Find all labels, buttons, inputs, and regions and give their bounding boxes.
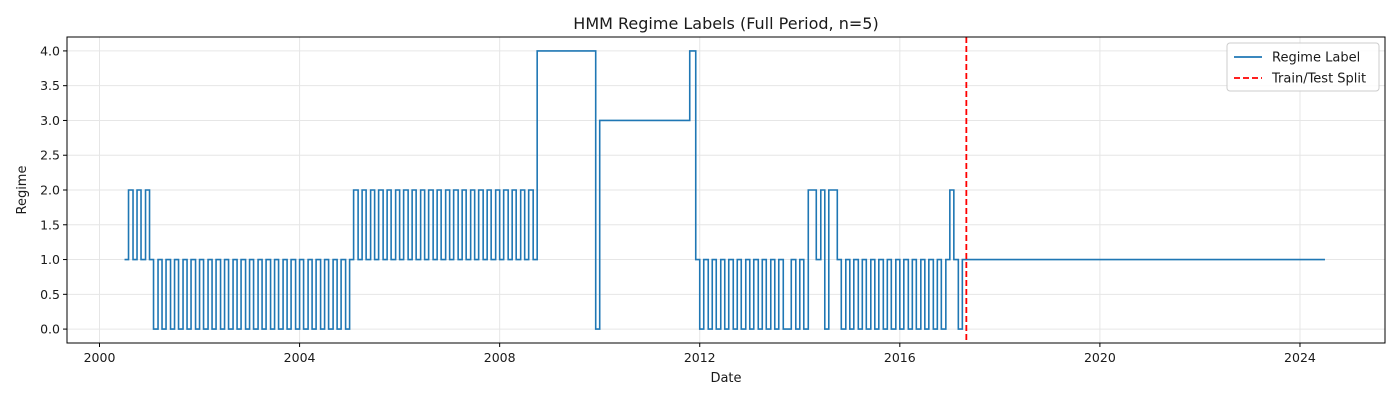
y-axis-label: Regime bbox=[15, 166, 30, 215]
y-tick-label: 1.5 bbox=[40, 217, 60, 232]
x-tick-label: 2000 bbox=[84, 350, 116, 365]
legend: Regime Label Train/Test Split bbox=[1226, 42, 1380, 92]
x-tick-label: 2024 bbox=[1284, 350, 1316, 365]
x-tick-label: 2020 bbox=[1084, 350, 1116, 365]
y-tick-label: 0.5 bbox=[40, 287, 60, 302]
y-tick-label: 2.0 bbox=[40, 183, 60, 198]
x-tick-label: 2004 bbox=[284, 350, 316, 365]
y-tick-label: 0.0 bbox=[40, 322, 60, 337]
data-layer bbox=[124, 37, 1325, 343]
y-tick-label: 2.5 bbox=[40, 148, 60, 163]
chart-title: HMM Regime Labels (Full Period, n=5) bbox=[573, 14, 878, 33]
legend-label: Regime Label bbox=[1272, 51, 1360, 66]
y-tick-label: 3.5 bbox=[40, 78, 60, 93]
x-tick-label: 2008 bbox=[484, 350, 516, 365]
x-tick-label: 2012 bbox=[684, 350, 716, 365]
regime-label-series-line bbox=[124, 50, 1325, 330]
legend-label: Train/Test Split bbox=[1271, 72, 1366, 87]
x-axis-label: Date bbox=[710, 371, 741, 386]
x-tick-label: 2016 bbox=[884, 350, 916, 365]
axis-ticks: 2000 2004 2008 2012 2016 2020 2024 0.0 0.5 1.0 1.5… bbox=[40, 43, 1316, 365]
legend-box bbox=[1226, 42, 1380, 92]
y-tick-label: 1.0 bbox=[40, 252, 60, 267]
y-tick-label: 4.0 bbox=[40, 43, 60, 58]
y-tick-label: 3.0 bbox=[40, 113, 60, 128]
